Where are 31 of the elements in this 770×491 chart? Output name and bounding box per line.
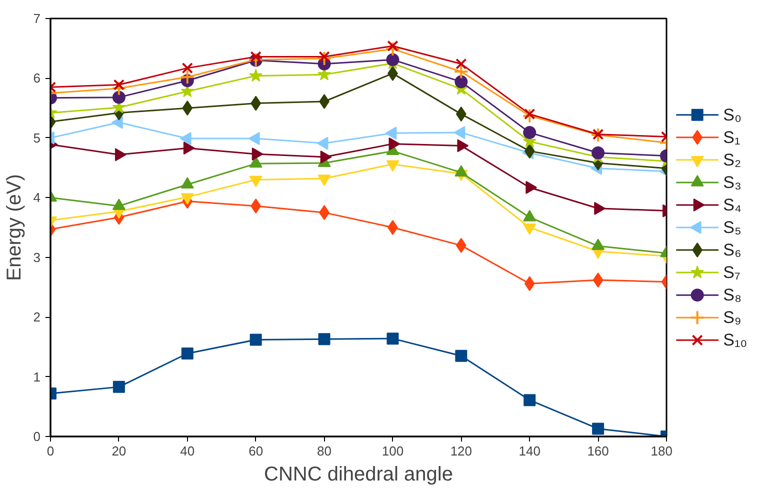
x-tick-label: 160 [587, 444, 609, 458]
legend-label: S₈ [723, 286, 742, 305]
legend-label: S₀ [723, 105, 742, 124]
x-axis-title: CNNC dihedral angle [264, 464, 453, 486]
legend-label: S₅ [723, 218, 742, 237]
legend-label: S₄ [723, 195, 742, 214]
x-tick-label: 80 [317, 444, 332, 458]
legend-label: S₉ [723, 308, 742, 328]
y-tick-label: 4 [33, 190, 41, 206]
y-tick-label: 1 [33, 369, 41, 384]
y-tick-label: 7 [33, 11, 41, 26]
x-tick-label: 0 [46, 444, 54, 458]
x-tick-label: 40 [180, 444, 195, 458]
y-tick-label: 6 [33, 70, 41, 86]
x-tick-label: 120 [450, 444, 472, 458]
x-tick-label: 100 [382, 444, 404, 458]
y-tick-label: 3 [33, 250, 41, 265]
legend-label: S₃ [723, 172, 742, 192]
legend-label: S₆ [723, 240, 742, 260]
x-tick-label: 60 [248, 444, 264, 458]
legend-label: S₁₀ [723, 330, 748, 350]
y-tick-label: 2 [33, 310, 41, 325]
y-tick-label: 0 [33, 429, 41, 444]
legend-label: S₂ [723, 150, 742, 170]
legend-label: S₇ [723, 263, 740, 282]
x-tick-label: 180 [650, 444, 673, 458]
x-tick-label: 140 [518, 444, 540, 458]
y-tick-label: 5 [33, 130, 41, 146]
y-axis-title: Energy (eV) [3, 174, 26, 281]
x-tick-label: 20 [112, 444, 126, 458]
legend-label: S₁ [723, 128, 740, 147]
